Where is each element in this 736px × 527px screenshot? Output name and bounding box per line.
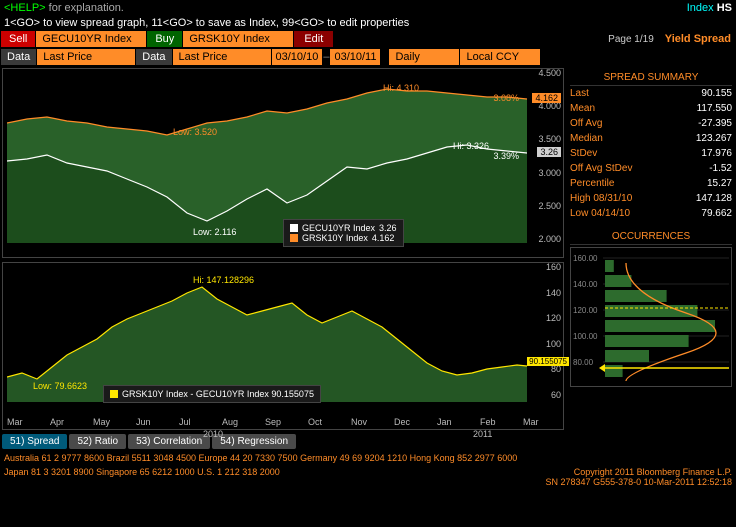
header-bar: <HELP> for explanation. Index HS <box>0 0 736 16</box>
data-field-1[interactable]: Last Price <box>37 49 135 65</box>
buy-index-field[interactable]: GRSK10Y Index <box>183 31 293 47</box>
summary-row: Last90.155 <box>570 86 732 101</box>
svg-text:80.00: 80.00 <box>573 358 594 367</box>
svg-text:160.00: 160.00 <box>573 254 598 263</box>
footer-line-3: SN 278347 G555-378-0 10-Mar-2011 12:52:1… <box>0 477 736 487</box>
spread-chart[interactable]: 608010012014016090.155075 MarAprMayJunJu… <box>2 262 564 430</box>
svg-text:100.00: 100.00 <box>573 332 598 341</box>
summary-row: Off Avg-27.395 <box>570 116 732 131</box>
summary-row: Mean117.550 <box>570 101 732 116</box>
svg-text:140.00: 140.00 <box>573 280 598 289</box>
sell-button[interactable]: Sell <box>1 31 35 47</box>
help-text: <HELP> for explanation. <box>4 2 124 14</box>
date-to-field[interactable]: 03/10/11 <box>330 49 380 65</box>
tab-52[interactable]: 52) Ratio <box>69 434 126 449</box>
edit-button[interactable]: Edit <box>294 31 333 47</box>
footer-line-1: Australia 61 2 9777 8600 Brazil 5511 304… <box>0 451 736 467</box>
summary-row: StDev17.976 <box>570 146 732 161</box>
data-label-1: Data <box>1 49 36 65</box>
summary-row: Off Avg StDev-1.52 <box>570 161 732 176</box>
yield-chart[interactable]: 2.0002.5003.0003.5004.0004.5004.1623.263… <box>2 68 564 258</box>
occurrences-panel: OCCURRENCES 160.00 140.00 120.00 100.00 80.0… <box>570 229 732 387</box>
summary-row: Low 04/14/1079.662 <box>570 206 732 221</box>
sell-index-field[interactable]: GECU10YR Index <box>36 31 146 47</box>
buy-button[interactable]: Buy <box>147 31 182 47</box>
charts-column: 2.0002.5003.0003.5004.0004.5004.1623.263… <box>0 66 566 451</box>
summary-row: High 08/31/10147.128 <box>570 191 732 206</box>
occurrences-chart: 160.00 140.00 120.00 100.00 80.00 <box>570 247 732 387</box>
chart2-legend: GRSK10Y Index - GECU10YR Index 90.155075 <box>103 385 321 403</box>
page-indicator: Page 1/19 <box>602 34 660 45</box>
summary-row: Median123.267 <box>570 131 732 146</box>
tab-53[interactable]: 53) Correlation <box>128 434 210 449</box>
toolbar-row-1: Sell GECU10YR Index Buy GRSK10Y Index Ed… <box>0 30 736 48</box>
data-field-2[interactable]: Last Price <box>173 49 271 65</box>
occurrences-title: OCCURRENCES <box>570 229 732 245</box>
summary-row: Percentile15.27 <box>570 176 732 191</box>
freq-field[interactable]: Daily <box>389 49 459 65</box>
yield-spread-label: Yield Spread <box>661 33 735 45</box>
side-panel: SPREAD SUMMARY Last90.155Mean117.550Off … <box>566 66 736 451</box>
ccy-field[interactable]: Local CCY <box>460 49 540 65</box>
svg-text:120.00: 120.00 <box>573 306 598 315</box>
tab-54[interactable]: 54) Regression <box>212 434 296 449</box>
summary-title: SPREAD SUMMARY <box>570 70 732 86</box>
index-label: Index HS <box>687 2 732 14</box>
data-label-2: Data <box>136 49 171 65</box>
chart1-legend: GECU10YR Index 3.26 GRSK10Y Index 4.162 <box>283 219 404 247</box>
main-area: 2.0002.5003.0003.5004.0004.5004.1623.263… <box>0 66 736 451</box>
command-hint: 1<GO> to view spread graph, 11<GO> to sa… <box>0 16 736 30</box>
date-from-field[interactable]: 03/10/10 <box>272 49 323 65</box>
toolbar-row-2: Data Last Price Data Last Price 03/10/10… <box>0 48 736 66</box>
tab-51[interactable]: 51) Spread <box>2 434 67 449</box>
footer-line-2: Japan 81 3 3201 8900 Singapore 65 6212 1… <box>0 467 736 477</box>
